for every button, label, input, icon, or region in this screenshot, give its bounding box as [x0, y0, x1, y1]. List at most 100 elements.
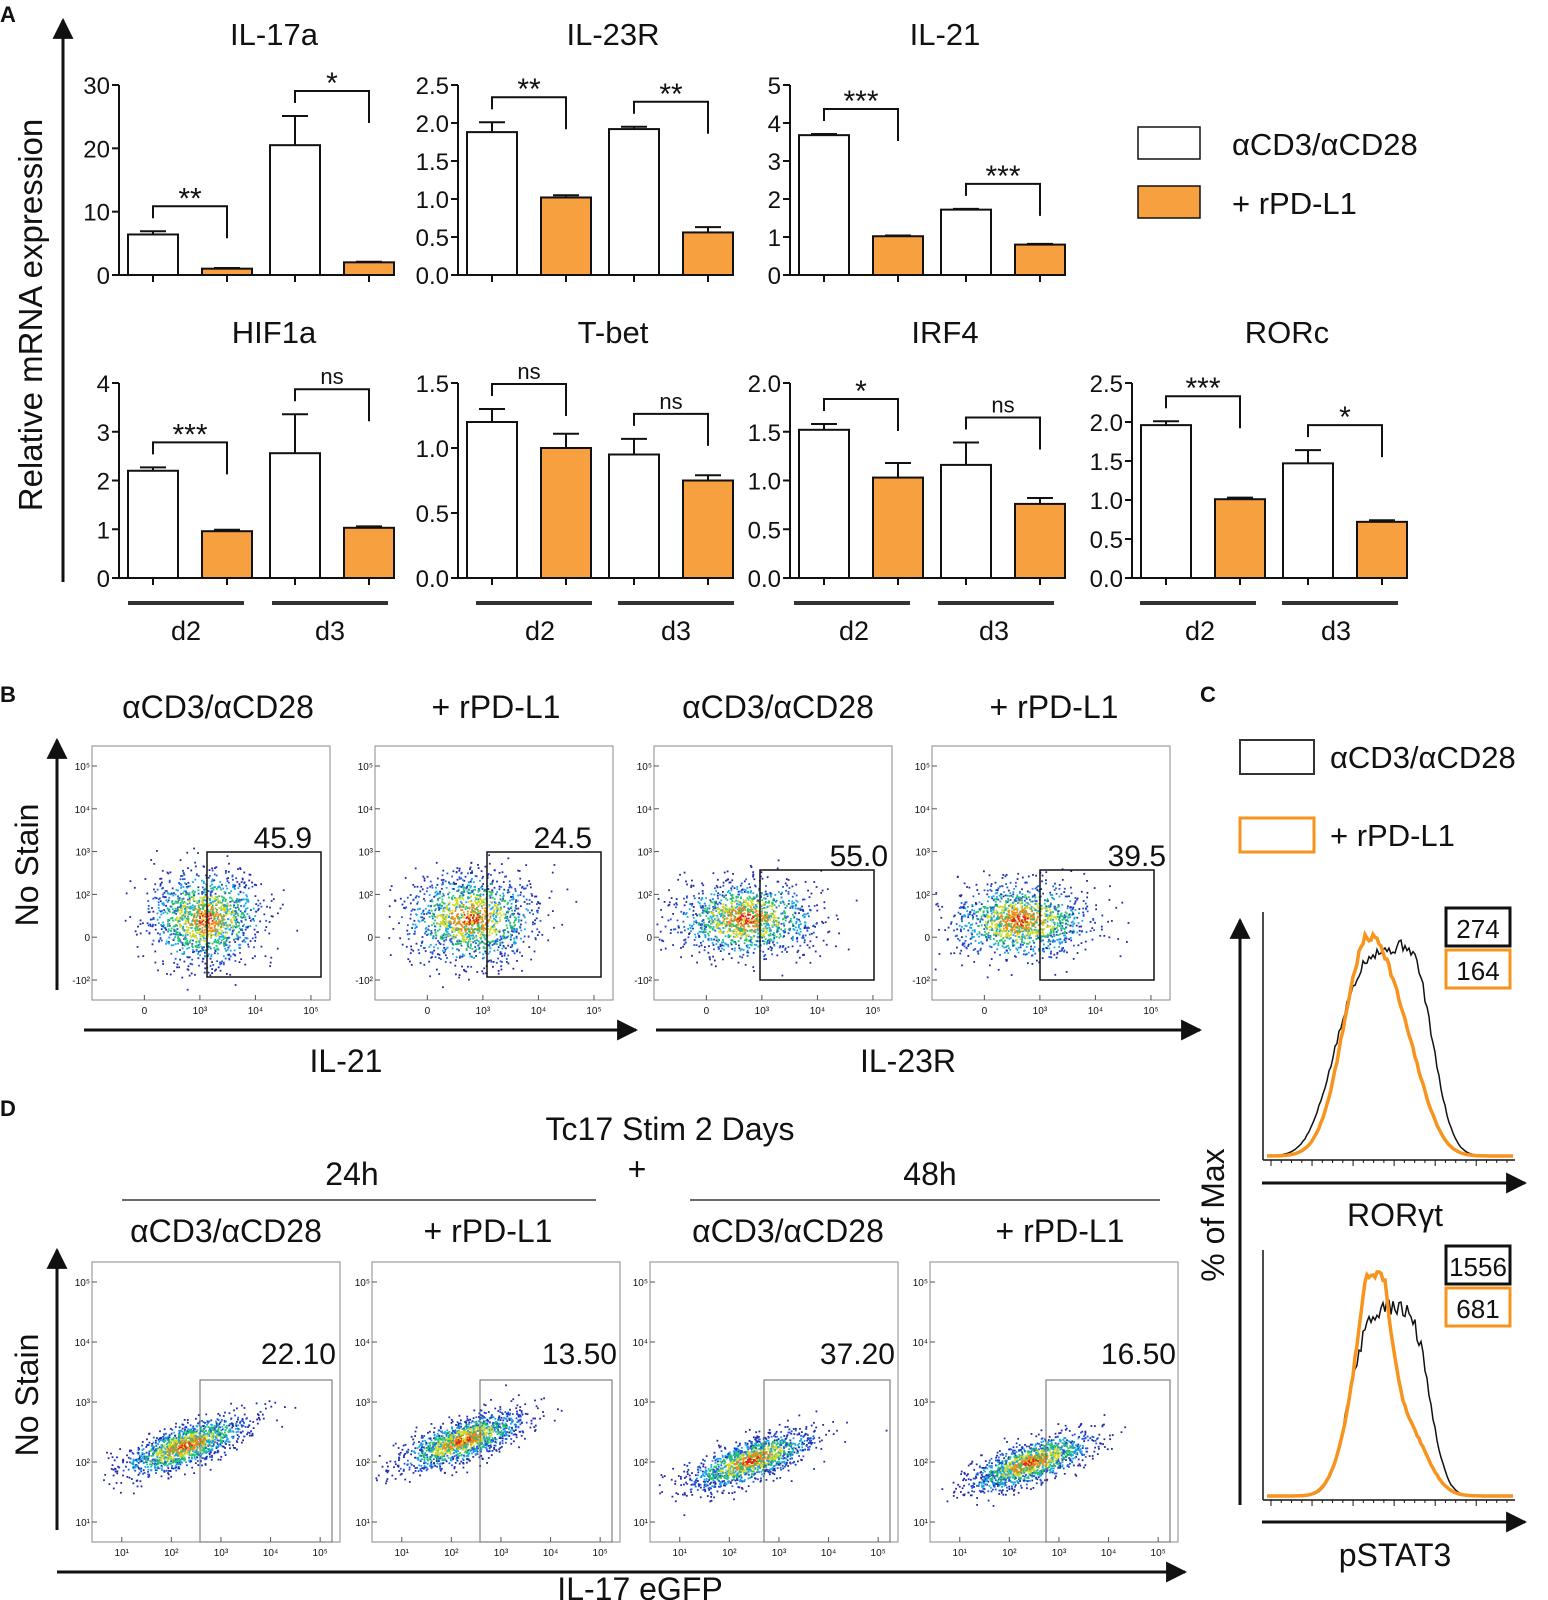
- x-tick-label: 10⁵: [865, 1006, 880, 1017]
- histogram-rpdl1-line: [1267, 1270, 1513, 1498]
- y-tick-label: 10⁴: [633, 1338, 648, 1349]
- mfi-box-rpdl1: [1444, 1286, 1512, 1328]
- significance-bracket: [633, 412, 709, 446]
- bar-control-d2: [1140, 424, 1192, 579]
- bar-control-d2: [466, 131, 518, 276]
- panel-b-title-2: + rPD-L1: [432, 689, 561, 725]
- x-tick-label: 10³: [494, 1548, 509, 1559]
- panel-c-xlabel-2: pSTAT3: [1339, 1537, 1452, 1573]
- y-tick-label: 10²: [76, 890, 91, 901]
- significance-label: **: [517, 73, 541, 106]
- x-tick-label: 10³: [1052, 1548, 1067, 1559]
- significance-bracket: [491, 96, 567, 130]
- gate: [763, 1379, 891, 1543]
- gate-value: 55.0: [830, 840, 888, 873]
- x-tick-label: 10³: [193, 1006, 208, 1017]
- chart-irf4: IRF4 0.0 0.5 1.0 1.5 2.0 * ns: [748, 315, 1066, 593]
- mfi-rpdl1: 164: [1456, 956, 1499, 986]
- x-tick-label: 10¹: [395, 1548, 410, 1559]
- y-tick-label: 10⁴: [915, 805, 930, 816]
- x-tick-label: 10⁴: [248, 1006, 263, 1017]
- x-tick-label: 10⁵: [313, 1548, 328, 1559]
- x-tick-label: 10⁵: [871, 1548, 886, 1559]
- panel-label-d: D: [0, 1096, 16, 1121]
- panel-d-plus: +: [628, 1151, 647, 1187]
- bar-rpdl1-d2: [201, 267, 253, 276]
- gate-value: 24.5: [534, 822, 592, 855]
- bar-control-d3: [1282, 462, 1334, 579]
- gate: [199, 1379, 333, 1543]
- y-tick-label: 0: [84, 933, 90, 944]
- panel-c-xlabel-1: RORγt: [1347, 1197, 1443, 1233]
- bar-control-d3: [940, 463, 992, 579]
- x-tick-label: 10⁴: [1101, 1548, 1116, 1559]
- x-tick-label: 0: [704, 1006, 710, 1017]
- x-tick-label: 10³: [755, 1006, 770, 1017]
- x-tick-label: 10⁴: [263, 1548, 278, 1559]
- chart-title: RORc: [1245, 315, 1329, 350]
- panel-c-ylabel: % of Max: [1195, 1148, 1231, 1281]
- legend-swatch-rpdl1: [1137, 185, 1201, 219]
- x-tick-label: 10³: [476, 1006, 491, 1017]
- panel-b-xlabel-1: IL-21: [310, 1043, 383, 1079]
- bar-rpdl1-d3: [682, 479, 734, 579]
- y-tick-label: 20: [83, 136, 110, 163]
- y-tick-label: 1.5: [416, 371, 449, 398]
- bar-rpdl1-d3: [1014, 243, 1066, 277]
- plot-frame: [374, 745, 614, 1001]
- chart-title: T-bet: [578, 315, 649, 350]
- y-tick-label: 2: [97, 469, 110, 496]
- bar-control-d2: [798, 428, 850, 579]
- y-tick-label: 1: [97, 517, 110, 544]
- x-tick-label: 10²: [444, 1548, 459, 1559]
- gate-value: 16.50: [1101, 1338, 1176, 1371]
- y-tick-label: 10⁴: [75, 805, 90, 816]
- significance-label: ***: [172, 418, 207, 451]
- y-tick-label: 10¹: [914, 1518, 929, 1529]
- chart-t-bet: T-bet 0.0 0.5 1.0 1.5 ns ns: [416, 315, 734, 593]
- y-tick-label: 10⁵: [358, 762, 373, 773]
- plot-frame: [653, 745, 893, 1001]
- mfi-box-control: [1444, 906, 1512, 948]
- gate-value: 45.9: [254, 822, 312, 855]
- x-tick-label: 10²: [164, 1548, 179, 1559]
- x-tick-label: 0: [142, 1006, 148, 1017]
- y-tick-label: 10⁵: [913, 1278, 928, 1289]
- panel-d: Tc17 Stim 2 Days 24h + 48h αCD3/αCD28 + …: [9, 1111, 1188, 1600]
- panel-c: αCD3/αCD28 + rPD-L1 % of Max 27416415566…: [1195, 739, 1528, 1573]
- panel-d-title-3: αCD3/αCD28: [692, 1213, 884, 1249]
- flow-plot: 10⁵ 10⁴ 10³ 10² 0 -10² 0 10³ 10⁴ 10⁵ 45.9: [72, 745, 331, 1017]
- y-tick-label: 2.5: [416, 73, 449, 100]
- bar-rpdl1-d3: [1014, 502, 1066, 579]
- flow-plot: 10⁵ 10⁴ 10³ 10² 10¹ 10¹ 10² 10³ 10⁴ 10⁵ 22.10: [75, 1261, 341, 1559]
- y-tick-label: 4: [768, 111, 781, 138]
- y-tick-label: -10²: [912, 976, 930, 987]
- y-tick-label: -10²: [72, 976, 90, 987]
- x-tick-label: 10³: [214, 1548, 229, 1559]
- significance-bracket: [491, 383, 567, 416]
- x-tick-label: 10⁵: [303, 1006, 318, 1017]
- bar-control-d3: [269, 452, 321, 580]
- y-tick-label: 10²: [638, 890, 653, 901]
- y-tick-label: 1.0: [1090, 488, 1123, 515]
- bar-rpdl1-d3: [1356, 520, 1408, 580]
- y-tick-label: 10⁵: [915, 762, 930, 773]
- significance-label: ns: [991, 392, 1014, 417]
- flow-plot: 10⁵ 10⁴ 10³ 10² 0 -10² 0 10³ 10⁴ 10⁵ 39.5: [912, 745, 1171, 1017]
- chart-il-21: IL-21 0 1 2 3 4 5 *** ***: [768, 17, 1066, 290]
- y-tick-label: 10⁴: [637, 805, 652, 816]
- y-tick-label: 10¹: [356, 1518, 371, 1529]
- significance-bracket: [1307, 424, 1383, 458]
- flow-plot: 10⁵ 10⁴ 10³ 10² 10¹ 10¹ 10² 10³ 10⁴ 10⁵ 37.20: [633, 1261, 899, 1559]
- significance-label: ns: [517, 359, 540, 384]
- x-tick-label: 10¹: [953, 1548, 968, 1559]
- group-label-d2: d2: [1185, 616, 1215, 646]
- panel-label-c: C: [1200, 682, 1216, 707]
- legend-c-label-control: αCD3/αCD28: [1330, 740, 1516, 775]
- chart-title: IL-23R: [566, 17, 659, 52]
- y-tick-label: 0: [367, 933, 373, 944]
- y-tick-label: 30: [83, 73, 110, 100]
- gate: [1045, 1379, 1171, 1543]
